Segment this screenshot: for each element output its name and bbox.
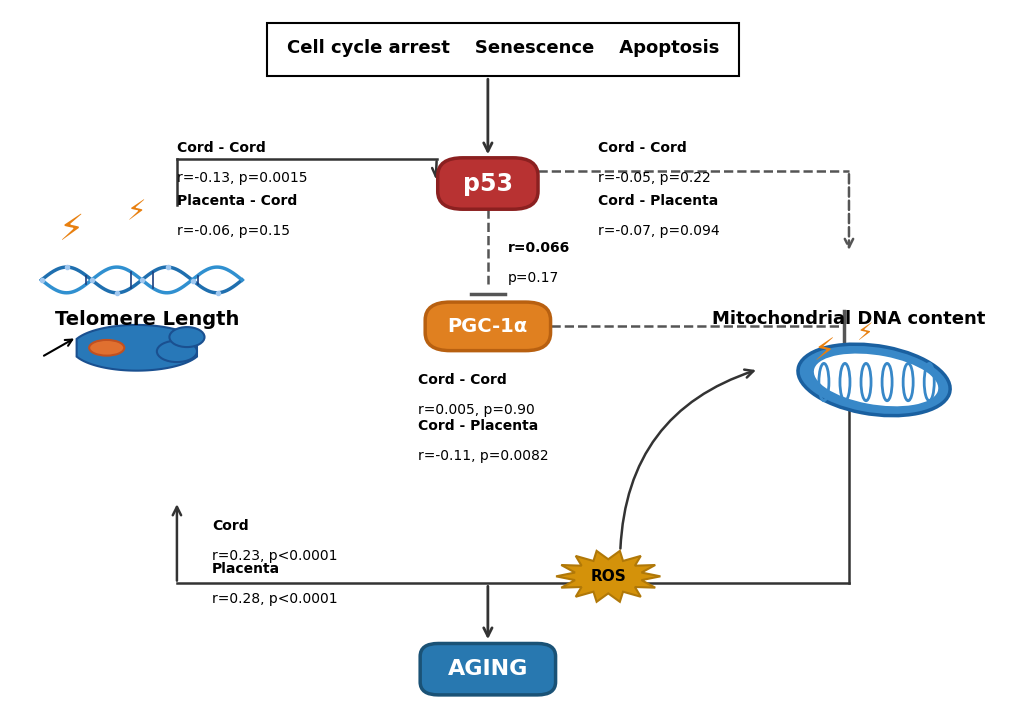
Text: r=-0.11, p=0.0082: r=-0.11, p=0.0082 bbox=[417, 450, 548, 463]
Text: Cord - Placenta: Cord - Placenta bbox=[597, 194, 717, 208]
Text: Placenta - Cord: Placenta - Cord bbox=[176, 194, 297, 208]
Text: ROS: ROS bbox=[590, 569, 626, 584]
Text: r=0.23, p<0.0001: r=0.23, p<0.0001 bbox=[212, 549, 337, 563]
Text: r=-0.06, p=0.15: r=-0.06, p=0.15 bbox=[176, 224, 289, 238]
FancyBboxPatch shape bbox=[425, 302, 550, 351]
Text: r=-0.13, p=0.0015: r=-0.13, p=0.0015 bbox=[176, 171, 307, 185]
Ellipse shape bbox=[813, 353, 937, 407]
Text: Mitochondrial DNA content: Mitochondrial DNA content bbox=[711, 310, 984, 328]
Text: Placenta: Placenta bbox=[212, 562, 280, 576]
Text: r=0.066: r=0.066 bbox=[507, 241, 570, 255]
Text: PGC-1α: PGC-1α bbox=[447, 317, 528, 336]
Text: p53: p53 bbox=[463, 171, 513, 196]
Polygon shape bbox=[555, 551, 659, 602]
Text: Cell cycle arrest    Senescence    Apoptosis: Cell cycle arrest Senescence Apoptosis bbox=[286, 39, 718, 57]
FancyBboxPatch shape bbox=[267, 23, 738, 77]
FancyBboxPatch shape bbox=[437, 158, 537, 209]
Text: Cord - Cord: Cord - Cord bbox=[597, 141, 686, 155]
Text: ⚡: ⚡ bbox=[855, 321, 871, 346]
Text: p=0.17: p=0.17 bbox=[507, 270, 558, 285]
Ellipse shape bbox=[157, 341, 197, 362]
Text: ⚡: ⚡ bbox=[127, 198, 147, 226]
Text: r=-0.05, p=0.22: r=-0.05, p=0.22 bbox=[597, 171, 710, 185]
FancyBboxPatch shape bbox=[420, 643, 555, 695]
Ellipse shape bbox=[169, 327, 204, 347]
Text: Cord - Cord: Cord - Cord bbox=[176, 141, 265, 155]
Text: Cord - Cord: Cord - Cord bbox=[417, 373, 505, 386]
Text: ⚡: ⚡ bbox=[812, 337, 834, 366]
Ellipse shape bbox=[797, 344, 950, 416]
Text: Cord: Cord bbox=[212, 519, 249, 533]
Text: r=-0.07, p=0.094: r=-0.07, p=0.094 bbox=[597, 224, 719, 238]
Ellipse shape bbox=[89, 340, 124, 356]
Text: Telomere Length: Telomere Length bbox=[55, 310, 238, 328]
Polygon shape bbox=[76, 325, 197, 371]
Text: Cord - Placenta: Cord - Placenta bbox=[417, 419, 537, 433]
Text: AGING: AGING bbox=[447, 659, 528, 679]
Text: r=0.005, p=0.90: r=0.005, p=0.90 bbox=[417, 403, 534, 417]
Text: ⚡: ⚡ bbox=[59, 213, 85, 247]
Text: r=0.28, p<0.0001: r=0.28, p<0.0001 bbox=[212, 592, 337, 606]
